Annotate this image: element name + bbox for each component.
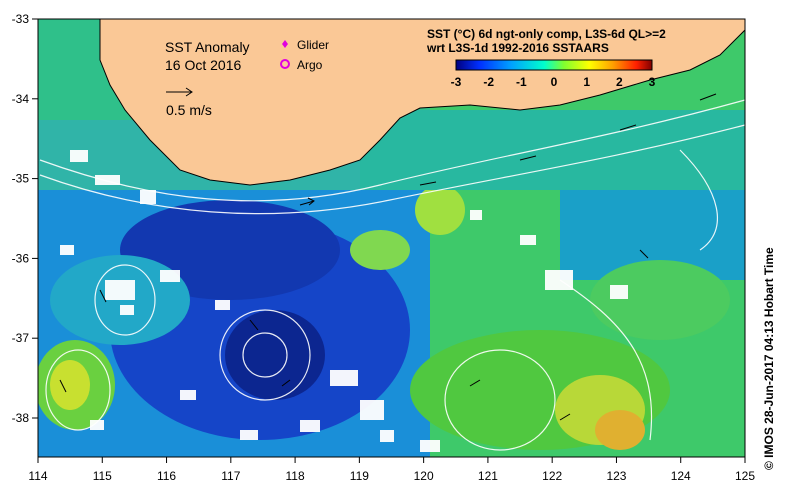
colorbar-tick-label: 1 xyxy=(583,75,590,89)
x-axis: 114 115 116 117 118 119 120 121 122 123 124 125 xyxy=(28,457,755,483)
colorbar-tick-label: 3 xyxy=(649,75,656,89)
sst-field xyxy=(38,19,745,457)
colorbar-tick-label: 2 xyxy=(616,75,623,89)
colorbar-tick-label: -1 xyxy=(516,75,527,89)
velocity-vectors xyxy=(59,93,717,421)
x-tick-label: 120 xyxy=(414,469,434,483)
y-tick-label: -35 xyxy=(12,172,30,186)
scale-label: 0.5 m/s xyxy=(166,102,212,118)
y-tick-label: -36 xyxy=(12,251,30,265)
y-tick-label: -38 xyxy=(12,411,30,425)
y-tick-label: -33 xyxy=(12,12,30,26)
glider-marker-icon xyxy=(282,40,288,48)
y-tick-label: -37 xyxy=(12,331,30,345)
colorbar-tick-label: -3 xyxy=(451,75,462,89)
scale-arrow-icon xyxy=(166,87,193,97)
x-tick-label: 114 xyxy=(28,469,47,483)
credit-text: © IMOS 28-Jun-2017 04:13 Hobart Time xyxy=(762,247,776,470)
map-title: SST Anomaly xyxy=(165,39,250,55)
x-tick-label: 123 xyxy=(606,469,626,483)
colorbar-tick-label: -2 xyxy=(483,75,494,89)
colorbar xyxy=(455,59,653,71)
legend-argo: Argo xyxy=(297,58,323,72)
x-tick-label: 125 xyxy=(735,469,755,483)
plot-frame xyxy=(37,18,746,458)
y-tick-label: -34 xyxy=(12,92,30,106)
colorbar-title-2: wrt L3S-1d 1992-2016 SSTAARS xyxy=(426,41,609,55)
x-tick-label: 121 xyxy=(478,469,498,483)
colorbar-title-1: SST (°C) 6d ngt-only comp, L3S-6d QL>=2 xyxy=(427,27,666,41)
x-tick-label: 115 xyxy=(93,469,112,483)
ssh-contours xyxy=(39,99,746,451)
x-tick-label: 124 xyxy=(671,469,691,483)
x-tick-label: 117 xyxy=(221,469,240,483)
x-tick-label: 118 xyxy=(286,469,305,483)
y-axis: -33 -34 -35 -36 -37 -38 xyxy=(12,12,38,425)
x-tick-label: 116 xyxy=(157,469,176,483)
colorbar-tick-label: 0 xyxy=(551,75,558,89)
legend-glider: Glider xyxy=(297,38,329,52)
x-tick-label: 122 xyxy=(542,469,562,483)
colorbar-ticks: -3 -2 -1 0 1 2 3 xyxy=(451,75,656,89)
x-tick-label: 119 xyxy=(350,469,369,483)
argo-marker-icon xyxy=(280,59,290,69)
map-date: 16 Oct 2016 xyxy=(165,57,241,73)
